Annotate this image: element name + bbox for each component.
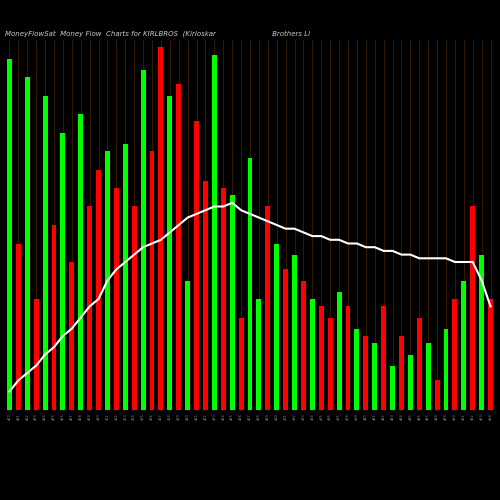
- Bar: [52, 225, 57, 410]
- Bar: [34, 299, 38, 410]
- Bar: [470, 206, 475, 410]
- Bar: [230, 196, 234, 410]
- Bar: [319, 306, 324, 410]
- Bar: [60, 132, 66, 410]
- Bar: [70, 262, 74, 410]
- Bar: [328, 318, 332, 410]
- Bar: [248, 158, 252, 410]
- Bar: [114, 188, 119, 410]
- Bar: [310, 299, 315, 410]
- Bar: [203, 180, 208, 410]
- Bar: [96, 170, 101, 410]
- Bar: [364, 336, 368, 410]
- Bar: [7, 58, 12, 410]
- Bar: [168, 96, 172, 410]
- Bar: [354, 328, 360, 410]
- Bar: [158, 48, 164, 410]
- Bar: [444, 328, 448, 410]
- Bar: [479, 254, 484, 410]
- Text: MoneyFlowSat  Money Flow  Charts for KIRLBROS  (Kirloskar                       : MoneyFlowSat Money Flow Charts for KIRLB…: [5, 30, 310, 38]
- Bar: [283, 270, 288, 410]
- Bar: [221, 188, 226, 410]
- Bar: [176, 84, 181, 410]
- Bar: [462, 280, 466, 410]
- Bar: [301, 280, 306, 410]
- Bar: [78, 114, 83, 410]
- Bar: [399, 336, 404, 410]
- Bar: [123, 144, 128, 410]
- Bar: [452, 299, 458, 410]
- Bar: [266, 206, 270, 410]
- Bar: [87, 206, 92, 410]
- Bar: [346, 306, 350, 410]
- Bar: [105, 151, 110, 410]
- Bar: [408, 354, 413, 410]
- Bar: [417, 318, 422, 410]
- Bar: [372, 344, 377, 410]
- Bar: [390, 366, 395, 410]
- Bar: [381, 306, 386, 410]
- Bar: [256, 299, 262, 410]
- Bar: [25, 77, 29, 410]
- Bar: [434, 380, 440, 410]
- Bar: [426, 344, 430, 410]
- Bar: [150, 151, 154, 410]
- Bar: [292, 254, 297, 410]
- Bar: [194, 122, 199, 410]
- Bar: [185, 280, 190, 410]
- Bar: [16, 244, 21, 410]
- Bar: [336, 292, 342, 410]
- Bar: [140, 70, 145, 410]
- Bar: [42, 96, 48, 410]
- Bar: [132, 206, 136, 410]
- Bar: [212, 55, 217, 410]
- Bar: [274, 244, 279, 410]
- Bar: [238, 318, 244, 410]
- Bar: [488, 299, 493, 410]
